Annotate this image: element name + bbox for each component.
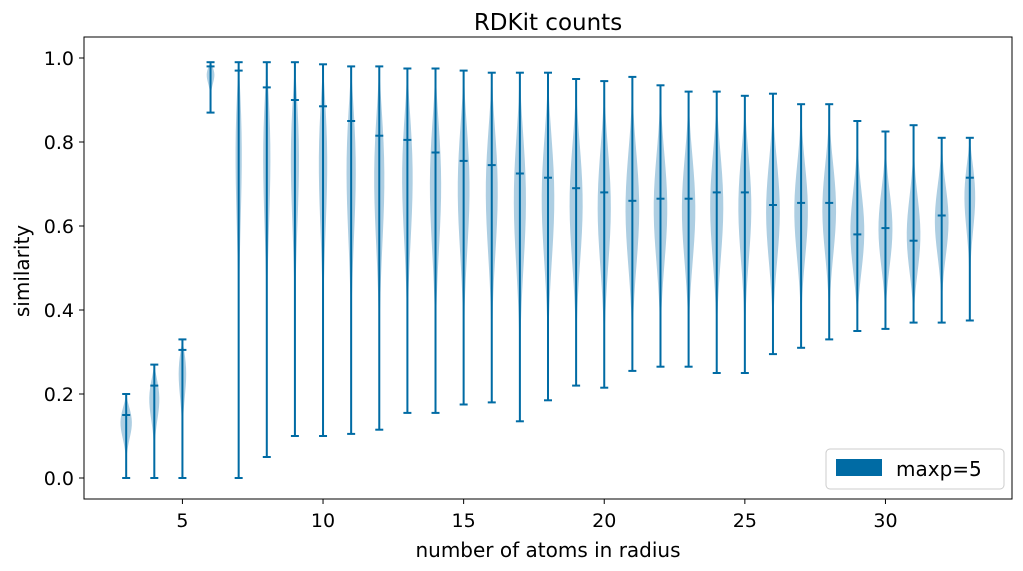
violin-13	[402, 67, 413, 414]
violin-3	[120, 393, 132, 479]
violin-16	[485, 71, 498, 404]
violin-10	[318, 63, 328, 437]
violin-30	[878, 130, 893, 330]
violin-21	[625, 75, 640, 372]
y-tick-label: 0.8	[44, 132, 74, 154]
violin-7	[234, 61, 243, 479]
y-tick-label: 0.0	[44, 468, 74, 490]
violin-6	[206, 61, 215, 114]
violin-20	[597, 80, 611, 389]
axes: 5 10 15 20 25 30 0.0 0.2 0.4 0.6 0.8 1.0	[44, 36, 1013, 532]
violin-31	[906, 124, 921, 324]
x-axis-label: number of atoms in radius	[415, 538, 680, 562]
x-tick-label: 15	[452, 510, 476, 532]
violin-11	[346, 65, 356, 435]
legend-label: maxp=5	[896, 457, 982, 481]
y-axis-label: similarity	[10, 225, 34, 317]
violin-32	[934, 136, 949, 324]
y-tick-label: 0.2	[44, 384, 74, 406]
violin-14	[429, 67, 442, 414]
violin-28	[822, 103, 837, 341]
violin-12	[374, 65, 385, 431]
violin-15	[457, 69, 470, 406]
violin-17	[513, 71, 526, 423]
legend: maxp=5	[825, 448, 1005, 490]
violin-4	[149, 363, 160, 479]
violin-22	[653, 84, 668, 368]
x-tick-label: 25	[733, 510, 757, 532]
violin-27	[794, 103, 808, 349]
violin-33	[964, 136, 976, 322]
violin-18	[541, 71, 555, 402]
legend-swatch	[836, 459, 882, 476]
chart-title: RDKit counts	[474, 10, 622, 36]
violin-25	[738, 94, 752, 374]
violin-8	[262, 61, 271, 458]
x-tick-label: 20	[592, 510, 616, 532]
violin-5	[178, 338, 187, 479]
x-tick-label: 5	[176, 510, 188, 532]
violin-29	[850, 120, 865, 332]
x-tick-label: 30	[873, 510, 897, 532]
y-tick-label: 1.0	[44, 48, 74, 70]
violin-23	[681, 90, 696, 368]
x-tick-label: 10	[311, 510, 335, 532]
y-tick-label: 0.6	[44, 216, 74, 238]
y-tick-label: 0.4	[44, 300, 74, 322]
violin-layer	[120, 61, 976, 479]
violin-24	[710, 90, 724, 374]
violin-19	[569, 78, 583, 387]
violin-9	[290, 61, 299, 437]
violin-26	[766, 92, 780, 356]
plot-frame	[83, 36, 1013, 500]
